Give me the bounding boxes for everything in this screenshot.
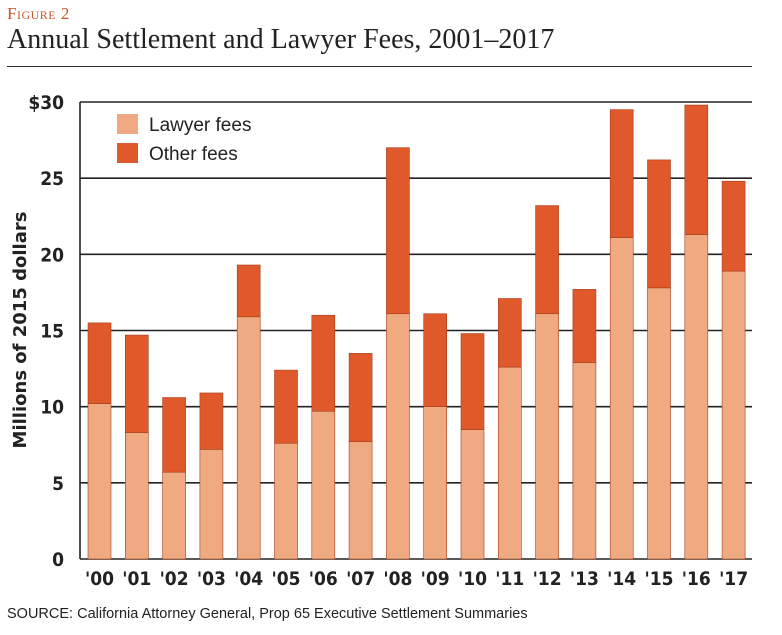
bar-lawyer-fees-9 — [423, 406, 448, 560]
bar-other-fees-5 — [274, 369, 298, 444]
x-tick-label: '01 — [122, 568, 151, 590]
x-tick-label: '14 — [607, 568, 636, 590]
legend-label-other-fees: Other fees — [149, 144, 238, 165]
y-tick-label: 20 — [40, 244, 64, 266]
bar-other-fees-14 — [609, 109, 634, 238]
legend-swatch-lawyer-fees — [117, 114, 138, 134]
bar-lawyer-fees-13 — [572, 362, 597, 560]
x-tick-label: '04 — [234, 568, 263, 590]
y-tick-label: $30 — [28, 92, 64, 114]
bar-other-fees-16 — [684, 104, 709, 235]
x-tick-label: '02 — [160, 568, 189, 590]
bar-other-fees-0 — [87, 322, 112, 404]
x-tick-label: '10 — [458, 568, 487, 590]
x-tick-label: '05 — [271, 568, 300, 590]
bar-other-fees-11 — [497, 298, 522, 368]
chart-title: Annual Settlement and Lawyer Fees, 2001–… — [7, 24, 555, 55]
bar-other-fees-6 — [311, 314, 336, 412]
y-tick-label: 10 — [40, 397, 64, 419]
y-tick-label: 25 — [40, 168, 64, 190]
bar-lawyer-fees-11 — [497, 366, 522, 560]
x-tick-label: '09 — [421, 568, 450, 590]
x-tick-label: '03 — [197, 568, 226, 590]
bar-other-fees-17 — [721, 180, 746, 272]
bar-lawyer-fees-1 — [125, 432, 149, 560]
gridlines — [79, 101, 752, 560]
bar-lawyer-fees-8 — [386, 313, 410, 560]
x-axis-ticks: '00 '01 '02 '03 '04 '05 '06 '07 '08 '09 '10 '11 '12 '… — [85, 568, 748, 590]
figure-label: Figure 2 — [7, 4, 70, 23]
bar-lawyer-fees-12 — [535, 313, 559, 560]
bar-lawyer-fees-16 — [684, 234, 709, 560]
y-tick-label: 5 — [52, 473, 64, 495]
x-tick-label: '13 — [570, 568, 599, 590]
x-tick-label: '00 — [85, 568, 114, 590]
bar-other-fees-13 — [572, 289, 597, 363]
x-tick-label: '11 — [495, 568, 524, 590]
bar-lawyer-fees-17 — [721, 270, 746, 560]
x-tick-label: '07 — [346, 568, 375, 590]
bar-other-fees-9 — [423, 313, 448, 407]
y-axis-label: Millions of 2015 dollars — [10, 212, 31, 449]
bar-lawyer-fees-5 — [274, 442, 298, 560]
legend-swatch-other-fees — [117, 143, 138, 163]
x-tick-label: '06 — [309, 568, 338, 590]
bar-other-fees-3 — [199, 392, 224, 450]
y-tick-label: 15 — [40, 321, 64, 343]
bars — [87, 104, 746, 560]
source-note: SOURCE: California Attorney General, Pro… — [7, 606, 528, 622]
y-tick-label: 0 — [52, 549, 64, 571]
bar-lawyer-fees-14 — [609, 237, 634, 560]
bar-lawyer-fees-0 — [87, 403, 112, 560]
bar-other-fees-10 — [460, 333, 485, 430]
legend-label-lawyer-fees: Lawyer fees — [149, 115, 251, 136]
bar-other-fees-4 — [236, 264, 261, 318]
x-tick-label: '08 — [383, 568, 412, 590]
bar-lawyer-fees-10 — [460, 429, 485, 560]
title-rule — [7, 66, 752, 67]
x-tick-label: '17 — [719, 568, 748, 590]
y-axis-ticks: 0 5 10 15 20 25 $30 — [28, 92, 64, 571]
x-tick-label: '12 — [533, 568, 562, 590]
x-tick-label: '15 — [644, 568, 673, 590]
bar-other-fees-12 — [535, 205, 559, 315]
bar-lawyer-fees-15 — [647, 287, 671, 560]
bar-lawyer-fees-4 — [236, 316, 261, 560]
x-tick-label: '16 — [682, 568, 711, 590]
legend: Lawyer fees Other fees — [117, 114, 251, 165]
bar-lawyer-fees-7 — [348, 441, 373, 560]
bar-lawyer-fees-6 — [311, 410, 336, 560]
bar-lawyer-fees-3 — [199, 449, 224, 560]
bar-other-fees-15 — [647, 159, 671, 289]
bar-other-fees-8 — [386, 147, 410, 315]
bar-other-fees-7 — [348, 353, 373, 443]
bar-other-fees-2 — [162, 397, 186, 473]
bar-lawyer-fees-2 — [162, 471, 186, 560]
bar-other-fees-1 — [125, 334, 149, 433]
